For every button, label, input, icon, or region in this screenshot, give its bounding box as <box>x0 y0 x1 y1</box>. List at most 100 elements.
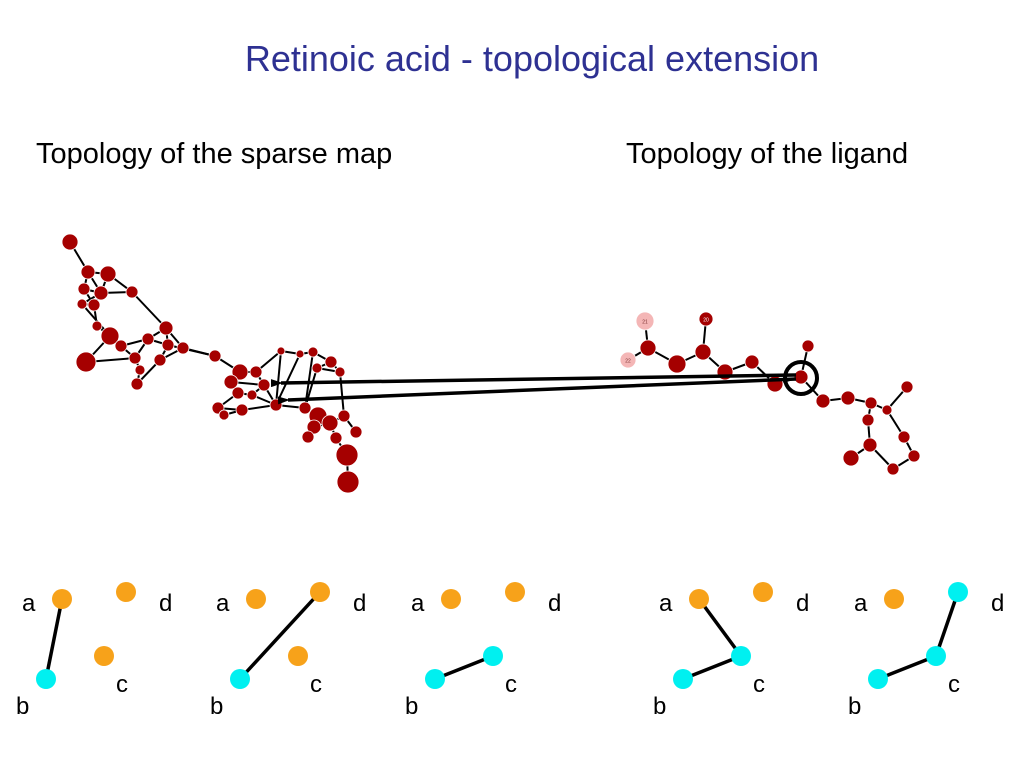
pattern-edge <box>238 590 322 681</box>
pattern-node-a <box>884 589 904 609</box>
sparse-map-node <box>77 282 91 296</box>
pattern-3: a d c b <box>405 582 561 720</box>
sparse-map-node <box>161 338 175 352</box>
sparse-map-edge <box>275 350 282 406</box>
pattern-edge <box>877 654 937 681</box>
sparse-map-node <box>306 419 322 435</box>
pattern-node-c <box>94 646 114 666</box>
ligand-node <box>815 393 831 409</box>
sparse-map-node <box>257 378 271 392</box>
pattern-node-c <box>926 646 946 666</box>
pattern-label-d: d <box>159 590 172 617</box>
ligand-node <box>864 396 878 410</box>
pattern-edge <box>434 654 494 681</box>
ligand-node <box>842 449 860 467</box>
pattern-edge <box>934 591 960 657</box>
mapping-arrow-lower <box>277 377 797 405</box>
pattern-edge <box>682 654 742 681</box>
pattern-2: a d c b <box>210 582 366 720</box>
pattern-node-d <box>753 582 773 602</box>
sparse-map-heading: Topology of the sparse map <box>36 138 393 170</box>
sparse-map-node <box>223 374 239 390</box>
pattern-node-b <box>868 669 888 689</box>
pattern-label-b: b <box>848 693 861 720</box>
sparse-map-node <box>335 443 359 467</box>
pattern-row: a d c b a d c b a d c b a d c b a d c b <box>16 582 1004 720</box>
ligand-node <box>698 311 714 327</box>
sparse-map-node <box>91 320 103 332</box>
ligand-node <box>793 369 809 385</box>
ligand-node-label: 20 <box>703 318 709 324</box>
sparse-map-node <box>208 349 222 363</box>
pattern-label-d: d <box>353 590 366 617</box>
sparse-map-edge <box>339 371 345 417</box>
pattern-label-b: b <box>405 693 418 720</box>
pattern-label-c: c <box>505 671 517 698</box>
ligand-node <box>635 311 655 331</box>
pattern-node-c <box>288 646 308 666</box>
pattern-4: a d c b <box>653 582 809 720</box>
pattern-node-a <box>441 589 461 609</box>
pattern-label-d: d <box>796 590 809 617</box>
pattern-label-d: d <box>991 590 1004 617</box>
pattern-node-d <box>505 582 525 602</box>
sparse-map-node <box>321 414 339 432</box>
sparse-map-node <box>336 470 360 494</box>
ligand-node <box>886 462 900 476</box>
pattern-node-c <box>483 646 503 666</box>
pattern-node-b <box>230 669 250 689</box>
sparse-map-node <box>128 351 142 365</box>
ligand-node <box>619 351 637 369</box>
mapping-arrows <box>270 360 819 405</box>
ligand-node <box>694 343 712 361</box>
sparse-map-node <box>100 326 120 346</box>
pattern-node-a <box>689 589 709 609</box>
pattern-5: a d c b <box>848 582 1004 720</box>
ligand-node <box>862 437 878 453</box>
sparse-map-node <box>114 339 128 353</box>
ligand-node-label: 21 <box>642 320 648 326</box>
ligand-heading: Topology of the ligand <box>626 138 909 170</box>
ligand-node <box>639 339 657 357</box>
sparse-map-node <box>298 401 312 415</box>
ligand-node <box>897 430 911 444</box>
pattern-node-a <box>246 589 266 609</box>
ligand-node <box>907 449 921 463</box>
sparse-map-node <box>269 398 283 412</box>
ligand-node-label: 22 <box>625 359 631 365</box>
ligand-node <box>667 354 687 374</box>
sparse-map-node <box>176 341 190 355</box>
sparse-map-node <box>125 285 139 299</box>
pattern-label-c: c <box>753 671 765 698</box>
sparse-map-node <box>337 409 351 423</box>
ligand-graph: 21 22 20 <box>619 311 921 476</box>
pattern-label-a: a <box>659 590 673 617</box>
sparse-map-node <box>276 346 286 356</box>
pattern-label-b: b <box>653 693 666 720</box>
pattern-label-a: a <box>22 590 36 617</box>
sparse-map-node <box>295 349 305 359</box>
sparse-map-node <box>329 431 343 445</box>
pattern-node-d <box>310 582 330 602</box>
ligand-node <box>861 413 875 427</box>
pattern-node-a <box>52 589 72 609</box>
sparse-map-node <box>75 351 97 373</box>
sparse-map-node <box>311 362 323 374</box>
pattern-1: a d c b <box>16 582 172 720</box>
pattern-edge <box>44 598 64 680</box>
sparse-map-node <box>80 264 96 280</box>
sparse-map-node <box>130 377 144 391</box>
pattern-node-b <box>673 669 693 689</box>
ligand-node <box>801 339 815 353</box>
sparse-map-node <box>231 386 245 400</box>
sparse-map-node <box>324 355 338 369</box>
pattern-label-b: b <box>16 693 29 720</box>
ligand-node <box>840 390 856 406</box>
sparse-map-graph <box>61 233 363 494</box>
sparse-map-node <box>249 365 263 379</box>
sparse-map-node <box>134 364 146 376</box>
pattern-label-b: b <box>210 693 223 720</box>
pattern-node-d <box>116 582 136 602</box>
ligand-node <box>744 354 760 370</box>
